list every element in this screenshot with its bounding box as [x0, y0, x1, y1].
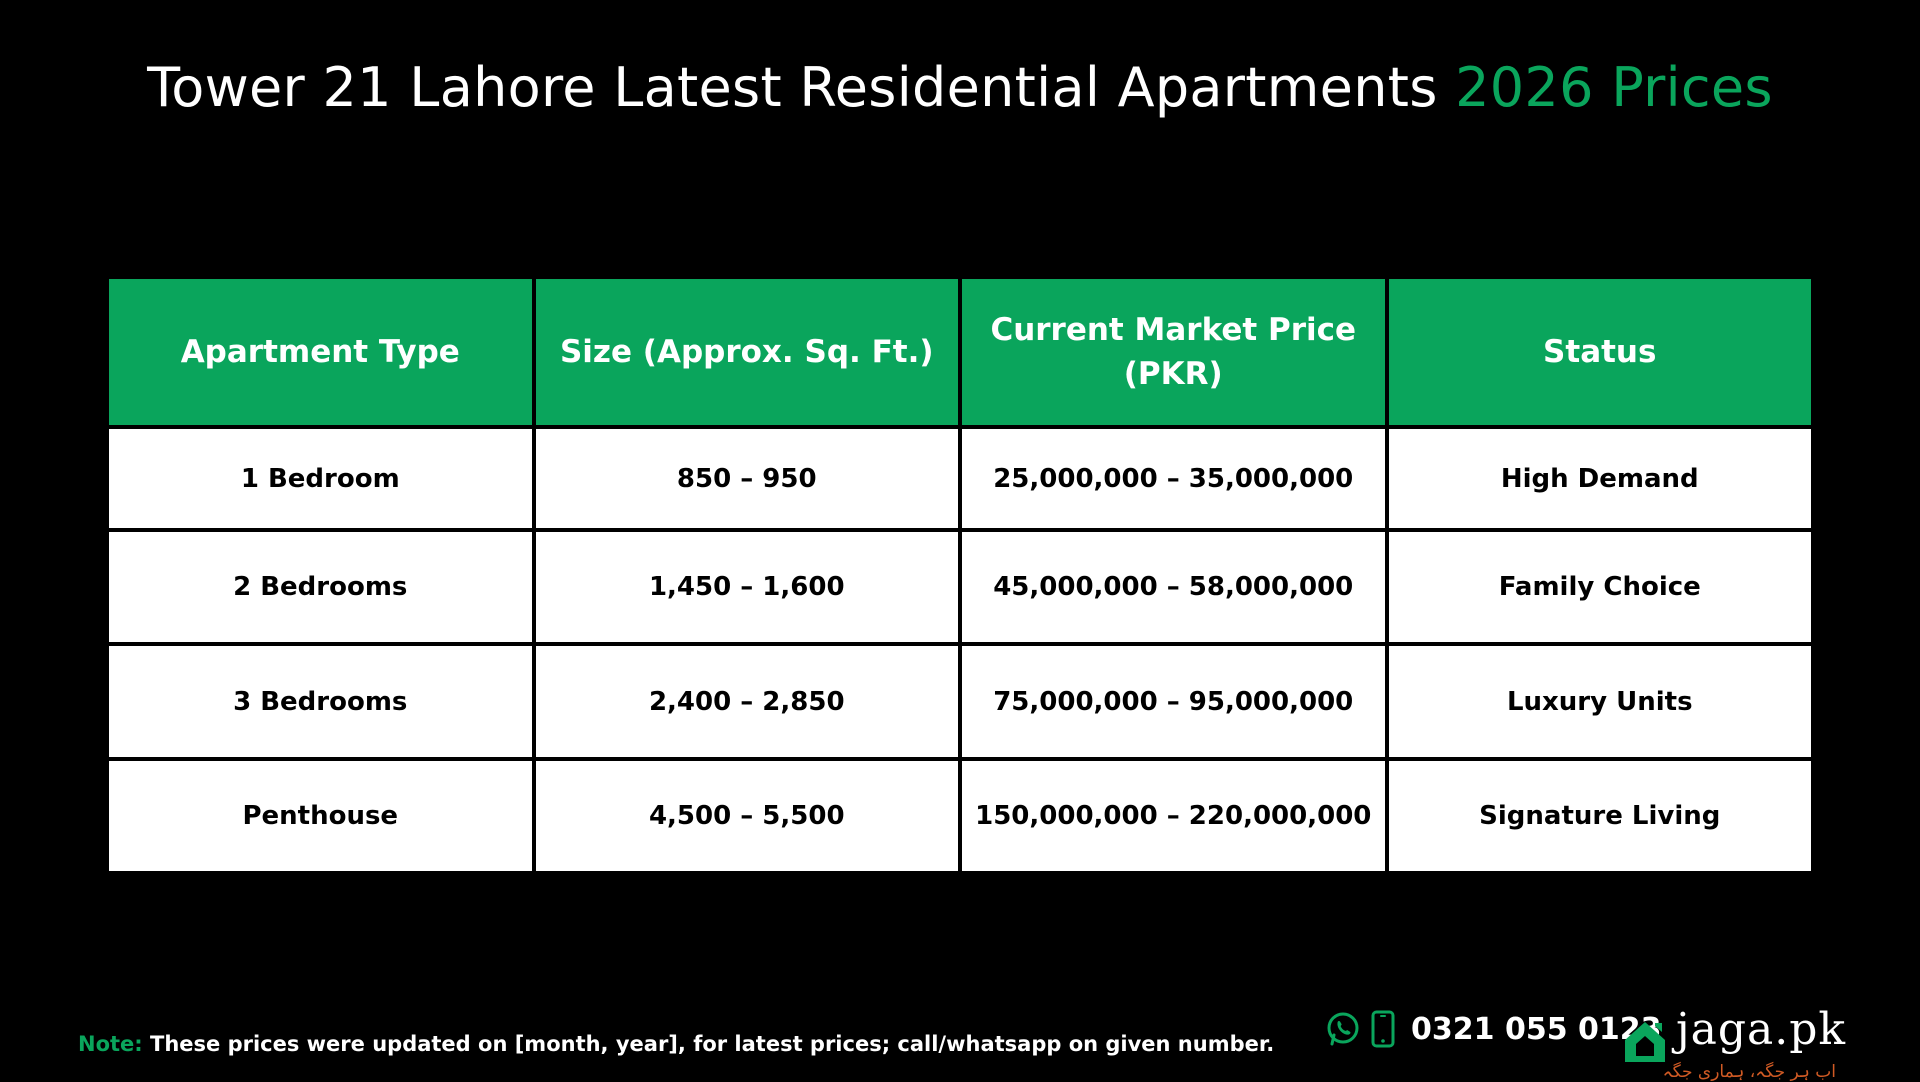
cell-status: Luxury Units — [1388, 646, 1811, 757]
title-accent: 2026 Prices — [1455, 56, 1773, 119]
cell-price: 45,000,000 – 58,000,000 — [962, 532, 1385, 642]
header-size: Size (Approx. Sq. Ft.) — [535, 279, 958, 425]
price-note: Note: These prices were updated on [mont… — [78, 1032, 1274, 1056]
cell-size: 1,450 – 1,600 — [535, 532, 958, 642]
cell-apartment-type: 1 Bedroom — [109, 429, 532, 528]
brand-tagline: اب ہر جگہ، ہماری جگہ — [1662, 1062, 1836, 1082]
jaga-logo: jaga.pk اب ہر جگہ، ہماری جگہ — [1622, 1004, 1892, 1082]
cell-size: 4,500 – 5,500 — [535, 761, 958, 871]
cell-price: 25,000,000 – 35,000,000 — [962, 429, 1385, 528]
page-title: Tower 21 Lahore Latest Residential Apart… — [0, 56, 1920, 119]
cell-status: High Demand — [1388, 429, 1811, 528]
whatsapp-icon — [1325, 1011, 1361, 1047]
cell-status: Family Choice — [1388, 532, 1811, 642]
cell-status: Signature Living — [1388, 761, 1811, 871]
cell-apartment-type: 3 Bedrooms — [109, 646, 532, 757]
table-header-row: Apartment Type Size (Approx. Sq. Ft.) Cu… — [109, 279, 1811, 425]
note-text: These prices were updated on [month, yea… — [142, 1032, 1275, 1056]
cell-size: 2,400 – 2,850 — [535, 646, 958, 757]
house-logo-icon — [1622, 1018, 1668, 1068]
mobile-phone-icon — [1371, 1010, 1395, 1048]
price-table: Apartment Type Size (Approx. Sq. Ft.) Cu… — [105, 275, 1815, 875]
contact-info: 0321 055 0123 — [1325, 1010, 1662, 1048]
cell-apartment-type: Penthouse — [109, 761, 532, 871]
brand-name: jaga.pk — [1676, 1004, 1847, 1055]
note-label: Note: — [78, 1032, 143, 1056]
cell-price: 150,000,000 – 220,000,000 — [962, 761, 1385, 871]
cell-size: 850 – 950 — [535, 429, 958, 528]
table-row: 3 Bedrooms 2,400 – 2,850 75,000,000 – 95… — [109, 646, 1811, 757]
header-price: Current Market Price (PKR) — [962, 279, 1385, 425]
title-main: Tower 21 Lahore Latest Residential Apart… — [147, 56, 1456, 119]
header-status: Status — [1388, 279, 1811, 425]
cell-price: 75,000,000 – 95,000,000 — [962, 646, 1385, 757]
table-row: Penthouse 4,500 – 5,500 150,000,000 – 22… — [109, 761, 1811, 871]
table-row: 1 Bedroom 850 – 950 25,000,000 – 35,000,… — [109, 429, 1811, 528]
phone-number: 0321 055 0123 — [1411, 1011, 1662, 1047]
header-apartment-type: Apartment Type — [109, 279, 532, 425]
cell-apartment-type: 2 Bedrooms — [109, 532, 532, 642]
table-row: 2 Bedrooms 1,450 – 1,600 45,000,000 – 58… — [109, 532, 1811, 642]
